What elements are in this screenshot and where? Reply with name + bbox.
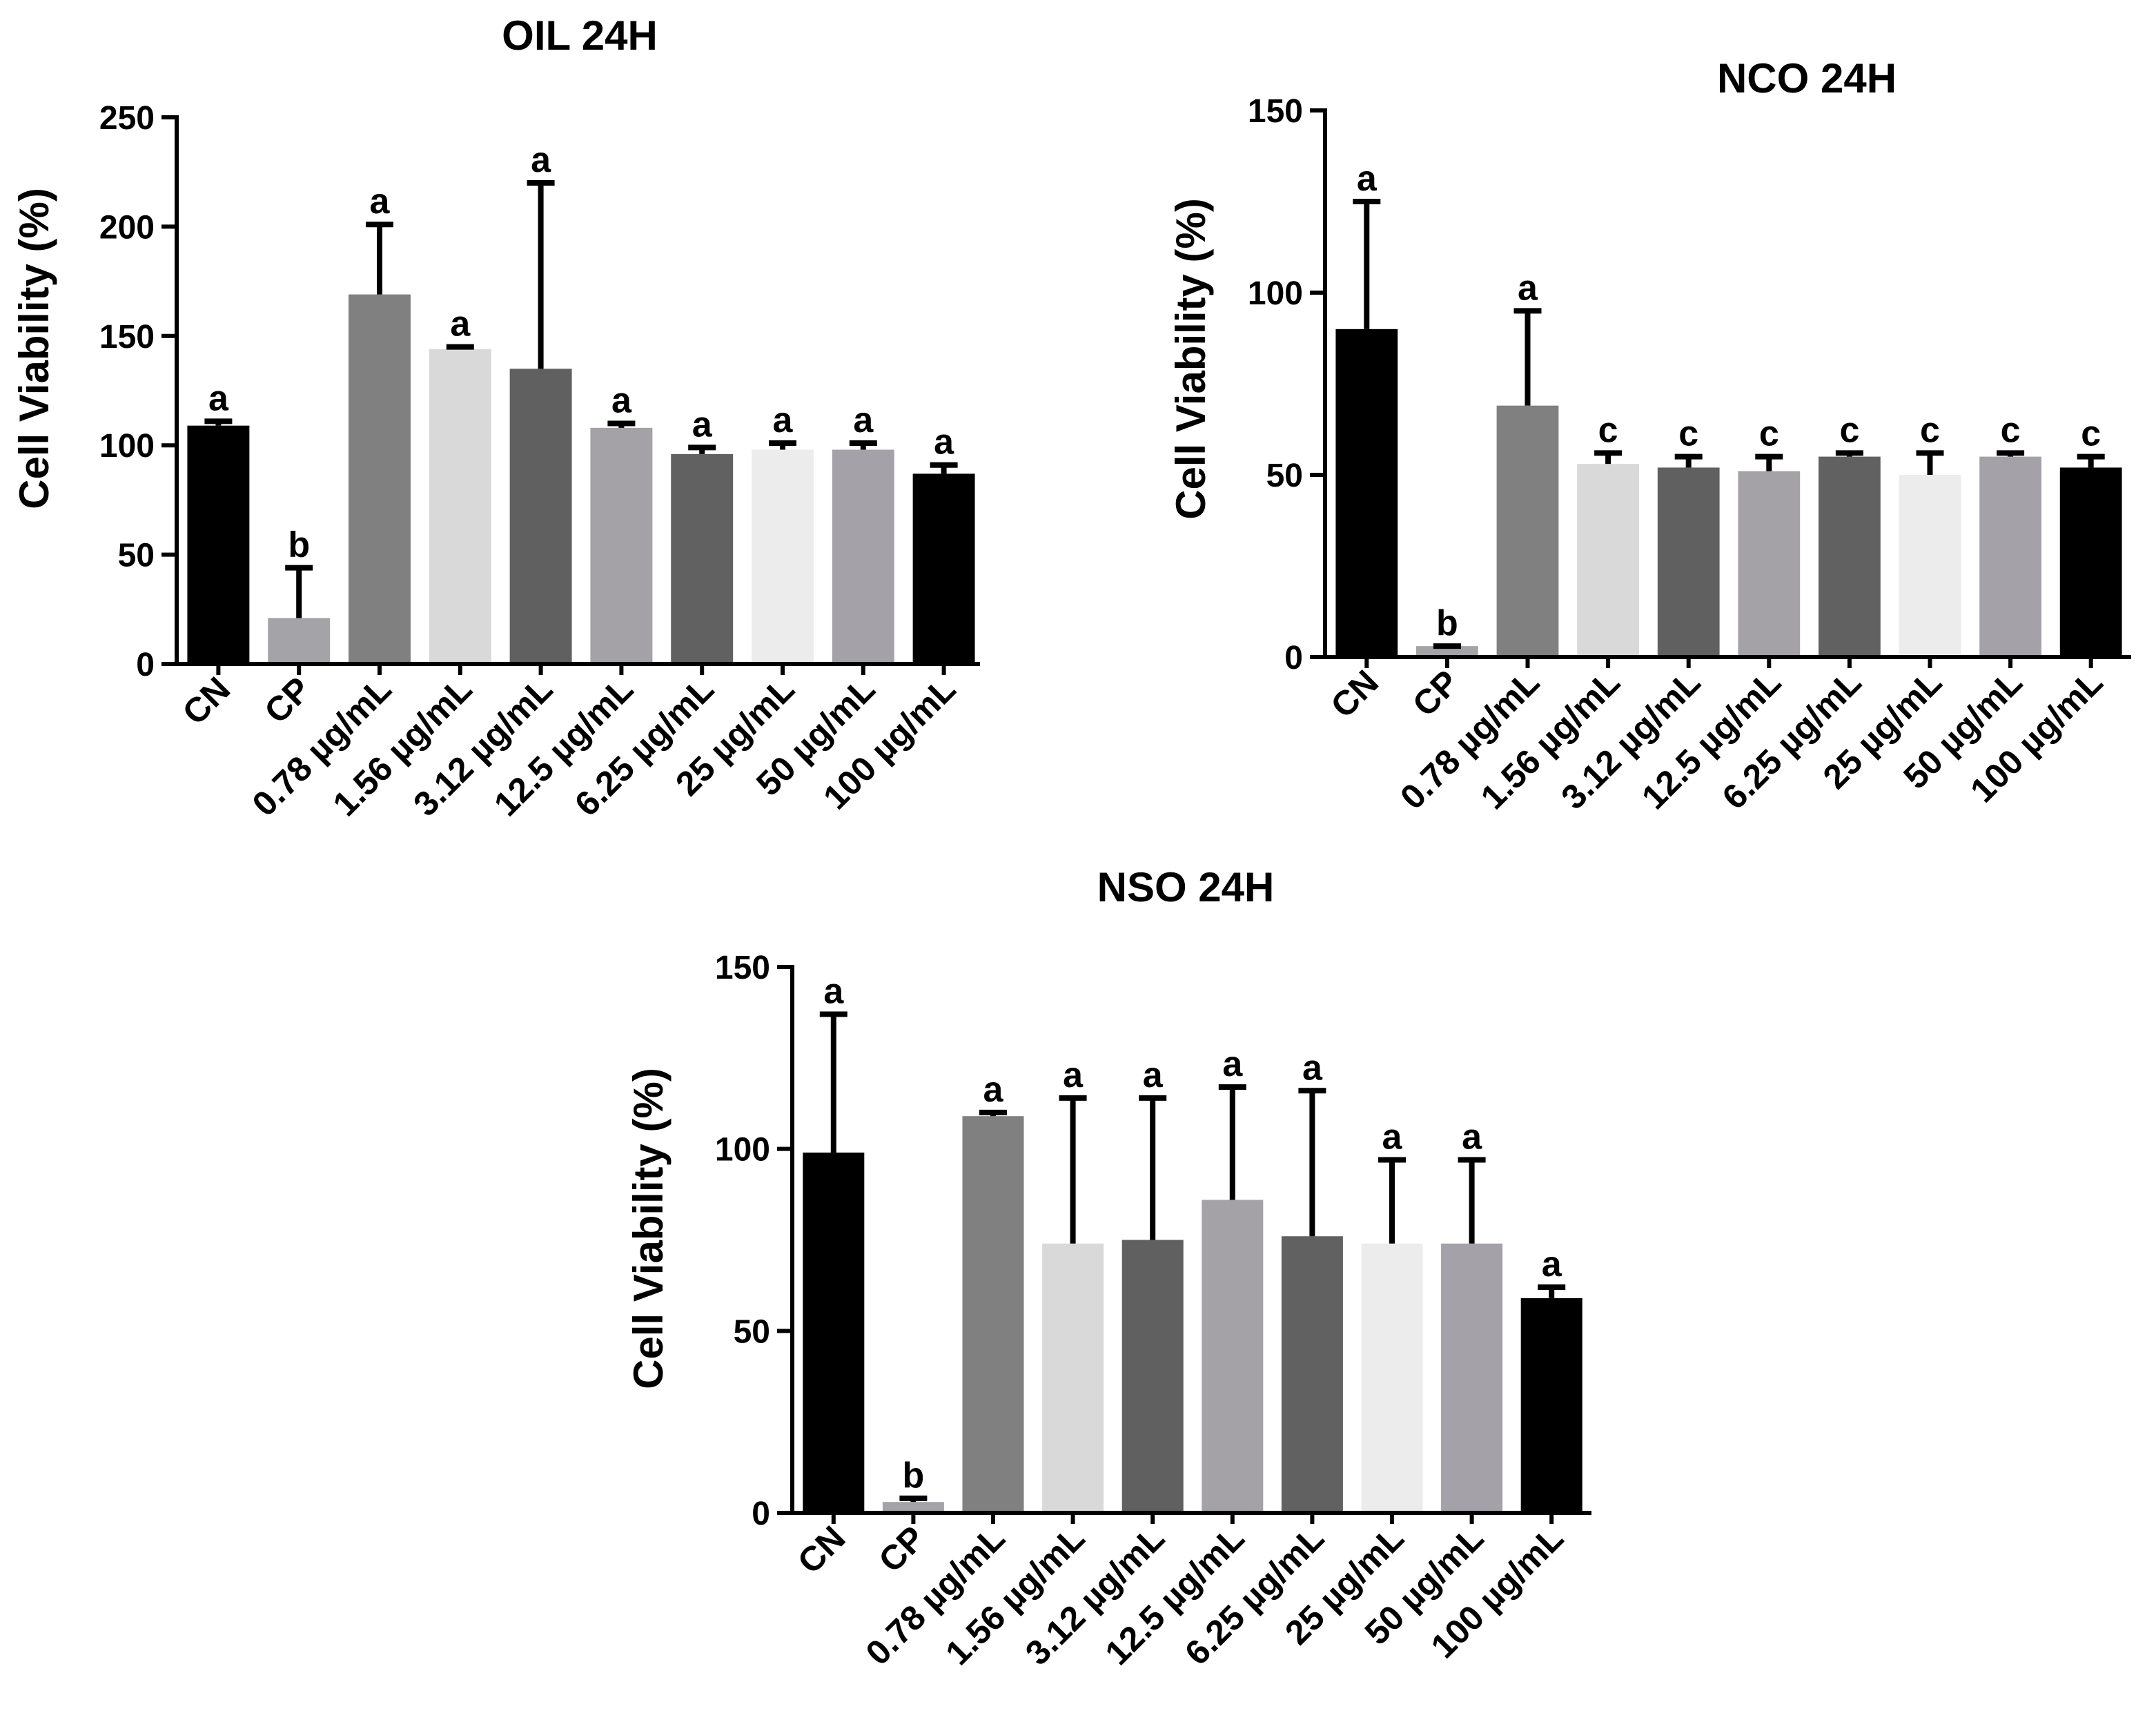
significance-label: a [823,972,844,1012]
bar [912,473,975,664]
significance-label: a [450,304,471,344]
x-tick-label: CP [871,1518,932,1580]
bar [962,1116,1024,1513]
bar [2059,467,2122,657]
significance-label: a [1357,159,1378,199]
significance-label: a [208,378,229,418]
bar [882,1502,944,1513]
bar [1819,456,1881,657]
bar [1496,405,1559,657]
bar [1416,646,1478,657]
x-tick-label: CN [175,669,238,732]
y-tick-label: 150 [1248,93,1303,130]
x-tick-label: CN [790,1518,853,1581]
y-tick-label: 0 [136,647,155,683]
bar [349,294,411,664]
y-tick-label: 100 [715,1132,770,1168]
bar [1979,456,2041,657]
x-tick-label: CN [1323,663,1386,725]
significance-label: a [1222,1044,1243,1084]
bar [1335,329,1398,657]
bar [1577,464,1639,657]
significance-label: a [934,422,954,462]
significance-label: a [1518,268,1538,308]
y-tick-label: 0 [752,1496,770,1532]
bar [268,618,331,664]
bar [752,449,814,664]
significance-label: a [531,140,551,180]
significance-label: a [692,404,713,444]
y-axis-label: Cell Viability (%) [1168,198,1214,520]
y-axis-label: Cell Viability (%) [625,1068,672,1389]
x-tick-label: CP [1405,663,1467,724]
bar [590,427,653,664]
y-tick-label: 50 [1266,458,1303,494]
y-tick-label: 50 [118,538,155,574]
chart-title: NCO 24H [1717,55,1897,101]
significance-label: a [773,400,794,440]
significance-label: c [2001,410,2021,450]
significance-label: a [1462,1117,1482,1157]
bar [1899,475,1961,657]
y-tick-label: 100 [1248,275,1303,312]
bar [1520,1298,1582,1513]
bar [1281,1236,1343,1513]
significance-label: a [853,400,874,440]
significance-label: c [1678,414,1698,454]
y-tick-label: 150 [715,950,770,986]
bar [1042,1243,1104,1513]
bar [429,349,491,664]
bar [1202,1200,1264,1513]
y-tick-label: 200 [99,209,155,246]
y-tick-label: 250 [99,100,155,137]
significance-label: a [370,182,391,222]
significance-label: c [1598,410,1618,450]
bar [187,425,250,664]
significance-label: a [983,1070,1004,1110]
y-tick-label: 50 [734,1313,770,1350]
bar [1441,1243,1503,1513]
bar [1657,467,1720,657]
significance-label: c [2081,414,2101,454]
significance-label: c [1920,410,1940,450]
y-tick-label: 100 [99,428,155,464]
significance-label: a [1063,1055,1084,1095]
significance-label: a [1382,1117,1403,1157]
bar [1738,471,1801,657]
y-axis-label: Cell Viability (%) [11,188,57,509]
bar [832,449,894,664]
significance-label: b [903,1456,925,1496]
bar [671,453,734,664]
chart-title: NSO 24H [1097,864,1275,910]
significance-label: b [288,525,310,565]
bar [1121,1240,1184,1513]
significance-label: a [611,381,632,421]
y-tick-label: 0 [1284,640,1303,676]
bar [509,369,572,664]
bar [803,1152,865,1513]
significance-label: a [1302,1048,1323,1088]
y-tick-label: 150 [99,319,155,355]
bar [1361,1243,1423,1513]
significance-label: c [1759,414,1779,454]
significance-label: a [1542,1244,1562,1284]
significance-label: c [1839,410,1859,450]
chart-title: OIL 24H [502,12,658,59]
x-tick-label: CP [257,669,318,731]
significance-label: a [1143,1055,1164,1095]
significance-label: b [1436,603,1458,643]
